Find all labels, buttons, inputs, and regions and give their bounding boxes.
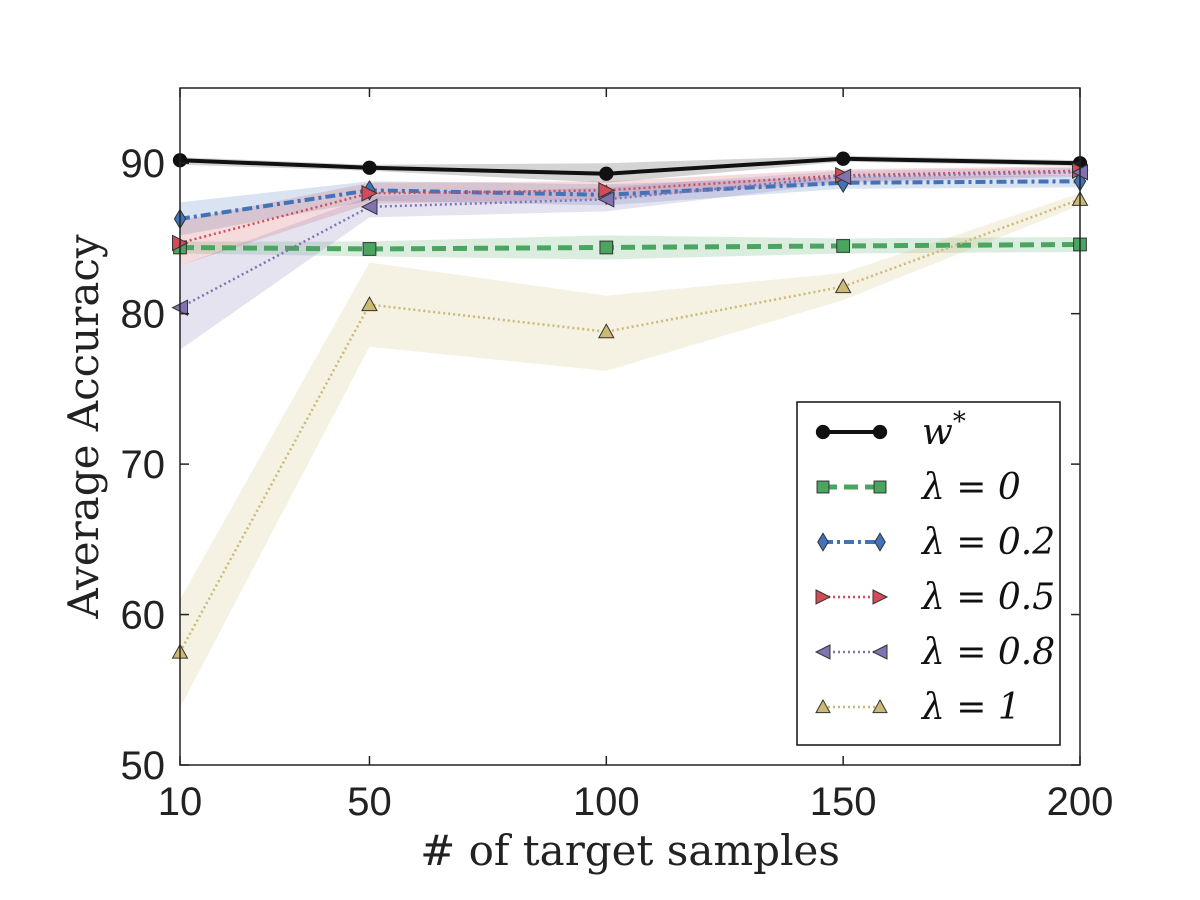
- data-point-4: [834, 168, 852, 186]
- series-line-3: [179, 169, 1081, 245]
- data-point-5: [361, 296, 378, 312]
- legend-label-3: λ = 0.5: [920, 577, 1055, 618]
- confidence-band-2: [180, 175, 1080, 236]
- legend-marker-0: [872, 424, 888, 440]
- legend-marker-1: [816, 480, 830, 494]
- legend-label-sup: *: [953, 407, 966, 437]
- legend-marker-0: [815, 424, 831, 440]
- confidence-band-0: [180, 155, 1080, 183]
- legend-label-4: λ = 0.8: [920, 632, 1055, 673]
- data-point-5: [597, 323, 615, 339]
- x-tick-label: 100: [573, 780, 640, 824]
- data-point-4: [360, 198, 378, 216]
- data-point-0: [599, 166, 614, 181]
- legend-marker-5: [872, 698, 888, 714]
- data-point-0: [362, 160, 377, 175]
- confidence-band-4: [180, 167, 1080, 350]
- y-tick-label: 80: [121, 293, 166, 337]
- legend-marker-2: [874, 532, 886, 552]
- legend-marker-1: [873, 480, 887, 494]
- data-point-0: [836, 151, 851, 166]
- legend-box: [796, 401, 1061, 746]
- x-tick-label: 50: [347, 780, 392, 824]
- data-point-4: [597, 191, 615, 208]
- legend-label-2: λ = 0.2: [920, 522, 1055, 563]
- legend: w* λ = 0 λ = 0.2 λ = 0.5 λ = 0.8 λ = 1: [796, 401, 1061, 746]
- legend-label-0: w*: [922, 407, 966, 453]
- legend-marker-3: [872, 589, 889, 605]
- data-point-1: [836, 239, 851, 253]
- x-tick-label: 150: [810, 780, 877, 824]
- data-point-5: [834, 278, 852, 294]
- data-point-1: [599, 240, 614, 255]
- x-tick-label: 200: [1047, 780, 1114, 824]
- confidence-band-5: [180, 193, 1080, 708]
- legend-marker-5: [815, 698, 831, 714]
- data-point-1: [362, 242, 377, 256]
- data-point-3: [361, 185, 379, 202]
- x-axis-title: # of target samples: [420, 826, 840, 875]
- legend-label-5: λ = 1: [920, 687, 1021, 728]
- y-tick-label: 70: [121, 443, 166, 487]
- legend-marker-4: [871, 644, 888, 660]
- legend-marker-2: [817, 532, 829, 552]
- y-axis-title: Average Accuracy: [59, 234, 108, 619]
- x-tick-label: 10: [158, 780, 203, 824]
- data-point-3: [598, 181, 615, 199]
- y-tick-label: 90: [121, 142, 166, 186]
- legend-marker-3: [815, 589, 832, 605]
- legend-label-1: λ = 0: [920, 467, 1021, 508]
- plot-frame: [179, 87, 1081, 766]
- legend-marker-4: [814, 644, 831, 660]
- y-tick-label: 50: [121, 744, 166, 788]
- y-tick-label: 60: [121, 594, 166, 638]
- confidence-band-3: [180, 166, 1080, 266]
